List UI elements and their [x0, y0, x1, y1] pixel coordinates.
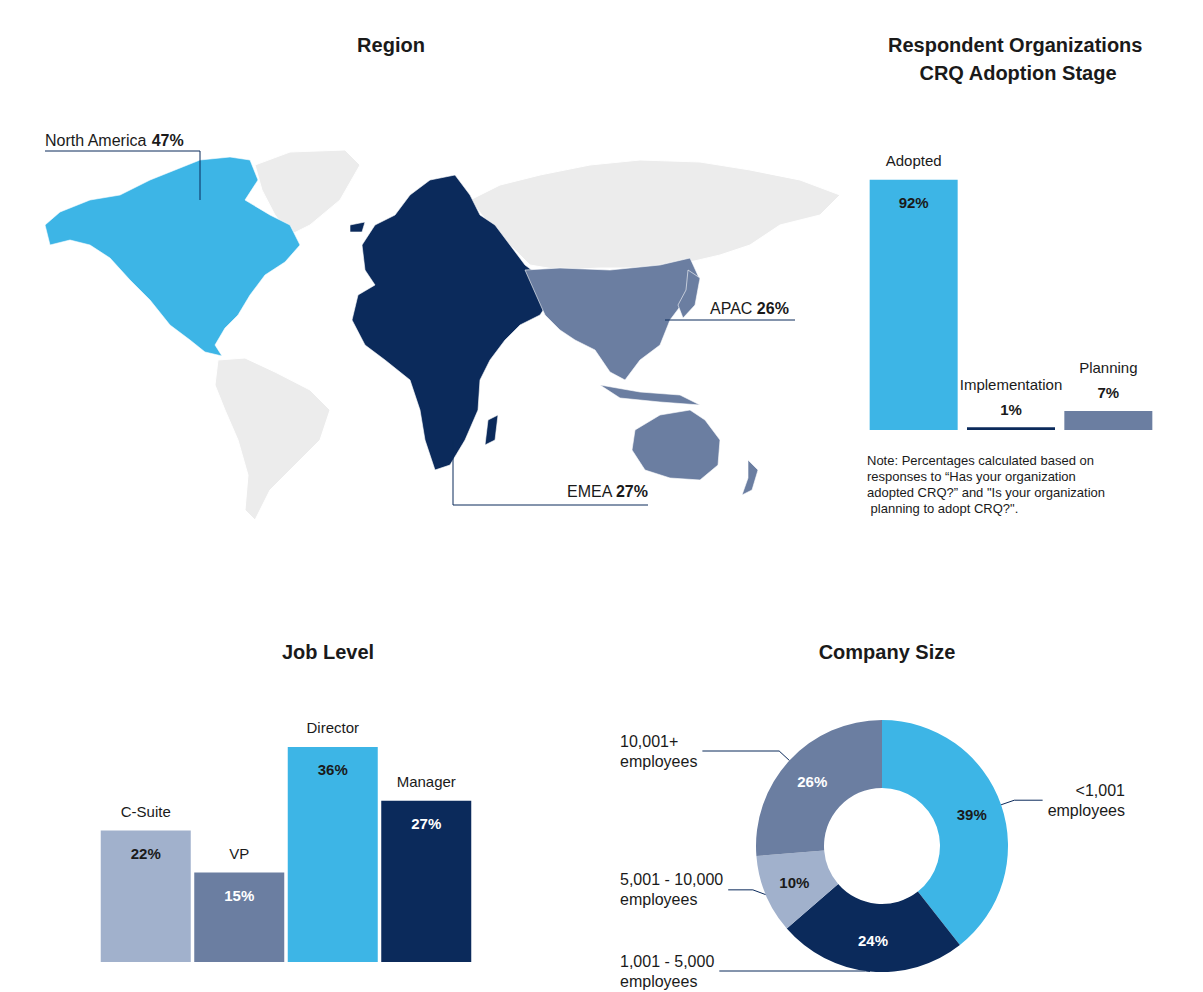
- svg-text:47%: 47%: [152, 132, 184, 149]
- svg-text:Planning: Planning: [1079, 359, 1137, 376]
- svg-text:C-Suite: C-Suite: [121, 803, 171, 820]
- svg-text:Implementation: Implementation: [960, 376, 1063, 393]
- svg-text:Respondent Organizations: Respondent Organizations: [888, 34, 1148, 56]
- svg-text:7%: 7%: [1097, 384, 1119, 401]
- svg-text:adopted CRQ?” and "Is your org: adopted CRQ?” and "Is your organization: [867, 485, 1105, 500]
- svg-text:Company Size: Company Size: [819, 641, 956, 663]
- svg-text:26%: 26%: [757, 300, 789, 317]
- svg-text:27%: 27%: [616, 483, 648, 500]
- svg-text:responses to “Has your organiz: responses to “Has your organization: [867, 469, 1079, 484]
- svg-text:15%: 15%: [224, 887, 254, 904]
- svg-text:10,001+: 10,001+: [620, 733, 678, 750]
- svg-text:<1,001: <1,001: [1076, 782, 1125, 799]
- svg-text:CRQ Adoption Stage: CRQ Adoption Stage: [919, 62, 1116, 84]
- svg-text:APAC: APAC: [710, 300, 757, 317]
- svg-text:planning to adopt CRQ?".: planning to adopt CRQ?".: [867, 501, 1018, 516]
- svg-text:24%: 24%: [858, 932, 888, 949]
- svg-text:Adopted: Adopted: [886, 152, 942, 169]
- svg-text:employees: employees: [620, 753, 697, 770]
- svg-text:Director: Director: [306, 719, 359, 736]
- svg-text:22%: 22%: [131, 845, 161, 862]
- svg-text:36%: 36%: [318, 761, 348, 778]
- svg-text:Job Level: Job Level: [282, 641, 374, 663]
- svg-text:Manager: Manager: [397, 773, 456, 790]
- svg-text:92%: 92%: [899, 194, 929, 211]
- svg-text:Note: Percentages calculated b: Note: Percentages calculated based on: [867, 453, 1098, 468]
- svg-text:employees: employees: [1048, 802, 1125, 819]
- svg-text:employees: employees: [620, 973, 697, 990]
- svg-text:VP: VP: [229, 845, 249, 862]
- svg-text:Region: Region: [357, 34, 425, 56]
- svg-text:27%: 27%: [411, 815, 441, 832]
- svg-text:5,001 - 10,000: 5,001 - 10,000: [620, 871, 723, 888]
- svg-text:26%: 26%: [797, 773, 827, 790]
- svg-text:employees: employees: [620, 891, 697, 908]
- svg-text:39%: 39%: [957, 806, 987, 823]
- svg-text:10%: 10%: [779, 874, 809, 891]
- svg-text:EMEA: EMEA: [567, 483, 616, 500]
- svg-text:1,001 - 5,000: 1,001 - 5,000: [620, 953, 714, 970]
- svg-text:1%: 1%: [1000, 401, 1022, 418]
- svg-text:North America: North America: [45, 132, 151, 149]
